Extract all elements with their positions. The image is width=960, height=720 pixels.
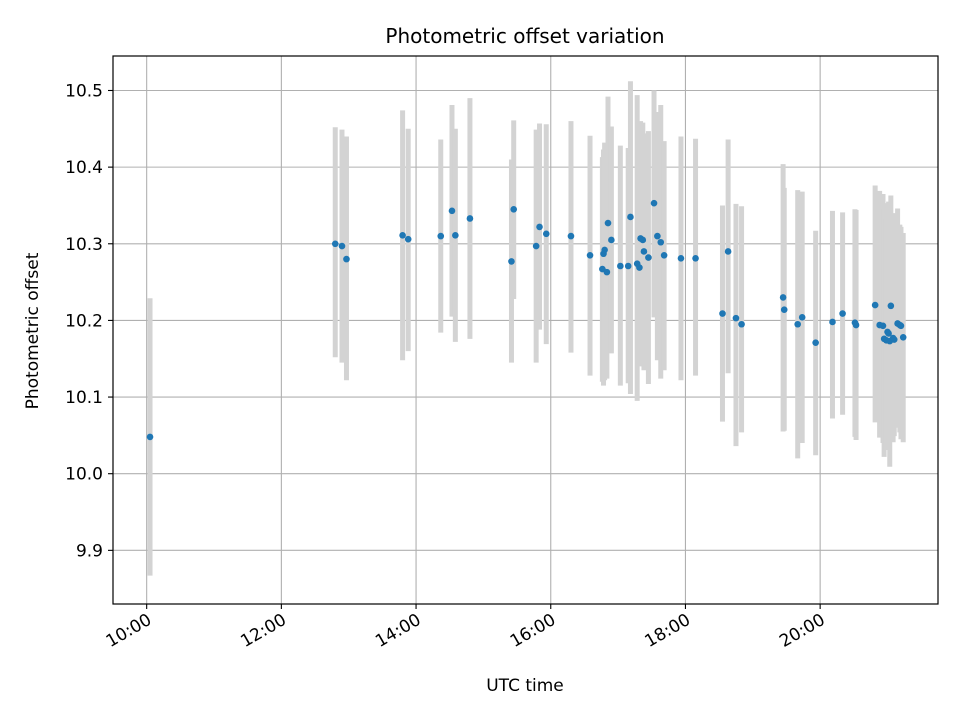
data-point <box>650 199 658 207</box>
data-point <box>603 268 611 276</box>
y-tick-label: 10.2 <box>65 311 103 331</box>
data-point <box>852 321 860 329</box>
y-tick-label: 10.3 <box>65 235 103 255</box>
data-point <box>343 255 350 263</box>
data-point <box>732 314 740 322</box>
data-point <box>627 213 634 221</box>
data-point <box>879 322 887 330</box>
y-tick-label: 10.5 <box>65 81 103 101</box>
data-point <box>794 320 801 328</box>
data-point <box>338 242 346 250</box>
data-point <box>466 215 474 222</box>
x-axis-title: UTC time <box>486 676 564 696</box>
data-point <box>890 336 898 343</box>
data-point <box>829 318 836 326</box>
y-tick-label: 10.0 <box>65 465 103 485</box>
y-axis-ticks: 9.9 10.0 10.1 10.2 10.3 10.4 10.5 <box>65 81 113 561</box>
data-point <box>738 320 745 328</box>
data-point <box>887 302 895 310</box>
data-point <box>617 262 624 270</box>
data-point <box>601 246 608 254</box>
data-point <box>331 240 339 248</box>
data-point <box>660 251 668 259</box>
data-point <box>654 232 661 240</box>
data-point <box>899 333 907 341</box>
data-point <box>604 219 612 227</box>
data-point <box>636 264 643 271</box>
data-point <box>839 310 846 317</box>
data-point <box>624 262 632 270</box>
data-point <box>508 258 515 265</box>
data-point <box>567 232 575 240</box>
data-point <box>645 254 652 261</box>
data-point <box>779 294 787 301</box>
data-point <box>719 310 726 317</box>
data-point <box>885 330 892 337</box>
data-point <box>586 251 594 259</box>
y-tick-label: 10.1 <box>65 388 103 408</box>
chart-title: Photometric offset variation <box>385 24 664 48</box>
data-point <box>536 223 543 231</box>
data-point <box>871 301 879 309</box>
data-point <box>897 322 905 330</box>
y-tick-label: 9.9 <box>76 541 103 561</box>
data-point <box>452 232 459 239</box>
grid-lines <box>113 56 938 604</box>
plot-frame <box>112 55 939 605</box>
y-tick-label: 10.4 <box>65 158 103 178</box>
data-point <box>640 248 648 255</box>
data-point <box>510 205 518 213</box>
data-point <box>657 238 665 246</box>
data-point <box>542 230 550 238</box>
data-point <box>448 207 456 215</box>
data-point <box>146 433 154 441</box>
data-point <box>608 236 615 244</box>
data-point <box>812 339 819 346</box>
data-points <box>146 199 907 441</box>
data-point <box>437 232 445 240</box>
data-point <box>798 314 806 321</box>
data-point <box>532 242 540 250</box>
data-point <box>677 255 685 262</box>
data-point <box>724 248 732 255</box>
data-point <box>399 232 406 239</box>
y-axis-title: Photometric offset <box>23 252 43 409</box>
data-point <box>639 236 647 244</box>
data-point <box>692 255 699 262</box>
data-point <box>404 235 412 243</box>
data-point <box>780 306 788 313</box>
